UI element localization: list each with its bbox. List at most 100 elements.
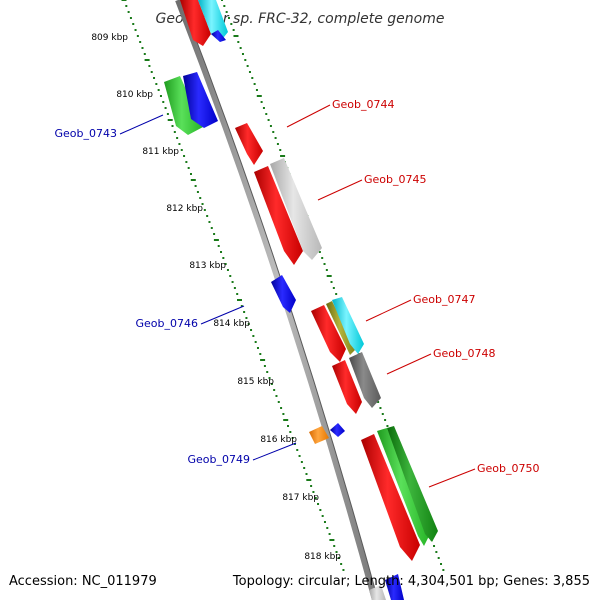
gene-label-geob-0746[interactable]: Geob_0746 (136, 317, 199, 330)
tick-track-inner-dot (157, 89, 160, 91)
tick-track-outer-dot (260, 101, 263, 103)
tick-track-inner-dot (136, 35, 139, 37)
tick-track-outer-dot (437, 557, 440, 559)
gene-geob-0748-red[interactable] (332, 360, 362, 414)
tick-track-inner-dot (141, 47, 144, 49)
gene-geob-0747-olive[interactable] (326, 301, 356, 355)
tick-track-inner-dot (268, 377, 271, 379)
gene-geob-0747-cyan[interactable] (332, 297, 364, 354)
gene-label-geob-0743[interactable]: Geob_0743 (55, 127, 118, 140)
kbp-label: 816 kbp (260, 435, 297, 445)
tick-track-inner-dot (189, 173, 192, 175)
tick-track-outer-dot (386, 425, 389, 427)
gene-arrow-top-red[interactable] (180, 0, 211, 46)
tick-track-outer-dot (246, 65, 249, 67)
gene-arrow-top-blue[interactable] (211, 30, 226, 42)
tick-track-inner-dot (312, 491, 315, 493)
tick-track-inner-dot (226, 269, 229, 271)
tick-track-outer-dot (330, 281, 333, 283)
tick-track-inner-dot (323, 521, 326, 523)
tick-track-inner-dot (148, 65, 151, 67)
tick-track-inner-dot (167, 119, 173, 121)
kbp-label: 809 kbp (91, 33, 128, 43)
genome-backbone (175, 0, 378, 600)
gene-arrow-0743-blue[interactable] (183, 72, 218, 128)
tick-track-outer-dot (223, 5, 226, 7)
gene-geob-0744[interactable] (235, 123, 263, 165)
tick-track-inner-dot (287, 425, 290, 427)
kbp-label: 812 kbp (166, 204, 203, 214)
tick-track-outer-dot (335, 293, 338, 295)
tick-track-outer-dot (323, 263, 326, 265)
tick-track-inner-dot (240, 305, 243, 307)
gene-geob-0745-red[interactable] (254, 166, 303, 265)
kbp-label: 810 kbp (116, 90, 153, 100)
tick-track-outer-dot (225, 11, 228, 13)
gene-label-geob-0747[interactable]: Geob_0747 (413, 293, 476, 306)
tick-track-inner-dot (129, 17, 132, 19)
gene-label-geob-0750[interactable]: Geob_0750 (477, 462, 540, 475)
tick-track-inner-dot (243, 311, 246, 313)
tick-track-inner-dot (277, 401, 280, 403)
tick-track-inner-dot (303, 467, 306, 469)
tick-track-inner-dot (317, 503, 320, 505)
tick-track-inner-dot (314, 497, 317, 499)
tick-track-inner-dot (229, 275, 232, 277)
gene-geob-0750-green[interactable] (377, 428, 430, 546)
gene-arrow-top-cyan[interactable] (198, 0, 228, 42)
tick-track-inner-dot (187, 167, 190, 169)
tick-track-inner-dot (173, 131, 176, 133)
gene-geob-0749-orange[interactable] (309, 426, 329, 444)
tick-track-inner-dot (150, 71, 153, 73)
tick-track-outer-dot (379, 407, 382, 409)
leader-line-0748 (386, 353, 432, 375)
tick-track-inner-dot (296, 449, 299, 451)
gene-geob-0750-darkgreen[interactable] (387, 426, 438, 542)
gene-geob-0749-blue[interactable] (330, 423, 345, 437)
gene-geob-0745-gray[interactable] (270, 158, 322, 260)
gene-label-geob-0748[interactable]: Geob_0748 (433, 347, 496, 360)
gene-label-geob-0744[interactable]: Geob_0744 (332, 98, 395, 111)
gene-geob-0746[interactable] (271, 275, 296, 313)
gene-geob-0748-gray[interactable] (349, 352, 381, 408)
tick-track-inner-dot (159, 95, 162, 97)
gene-arrow-bottom-gray[interactable] (369, 585, 386, 600)
tick-track-inner-dot (266, 371, 269, 373)
tick-track-outer-dot (274, 137, 277, 139)
tick-track-outer-dot (272, 131, 275, 133)
tick-track-inner-dot (144, 59, 150, 61)
tick-track-inner-dot (201, 203, 204, 205)
tick-track-inner-dot (155, 83, 158, 85)
tick-track-inner-dot (210, 227, 213, 229)
tick-track-inner-dot (134, 29, 137, 31)
gene-geob-0750-red[interactable] (361, 434, 420, 561)
tick-track-outer-dot (440, 563, 443, 565)
tick-track-inner-dot (236, 293, 239, 295)
tick-track-inner-dot (139, 41, 142, 43)
kbp-label: 817 kbp (282, 493, 319, 503)
tick-track-outer-dot (241, 53, 244, 55)
tick-track-inner-dot (247, 323, 250, 325)
tick-track-outer-dot (237, 41, 240, 43)
tick-track-outer-dot (269, 125, 272, 127)
tick-track-inner-dot (280, 407, 283, 409)
gene-arrow-bottom-blue[interactable] (385, 574, 404, 600)
tick-track-inner-dot (213, 233, 216, 235)
tick-track-inner-dot (213, 239, 219, 241)
tick-track-inner-dot (166, 113, 169, 115)
tick-track-inner-dot (270, 383, 273, 385)
tick-track-inner-dot (224, 263, 227, 265)
gene-geob-0747-red[interactable] (311, 305, 346, 362)
tick-track-inner-dot (326, 527, 329, 529)
gene-labels: Geob_0744 Geob_0745 Geob_0747 Geob_0748 … (55, 98, 540, 475)
gene-label-geob-0749[interactable]: Geob_0749 (188, 453, 251, 466)
tick-track-inner-dot (342, 569, 345, 571)
tick-track-inner-dot (319, 509, 322, 511)
gene-label-geob-0745[interactable]: Geob_0745 (364, 173, 427, 186)
kbp-label: 814 kbp (213, 319, 250, 329)
tick-track-inner-dot (217, 245, 220, 247)
tick-track-outer-dot (280, 155, 286, 157)
leader-line-0750 (428, 468, 476, 488)
kbp-label: 818 kbp (304, 552, 341, 562)
leader-line-0749 (252, 442, 297, 461)
